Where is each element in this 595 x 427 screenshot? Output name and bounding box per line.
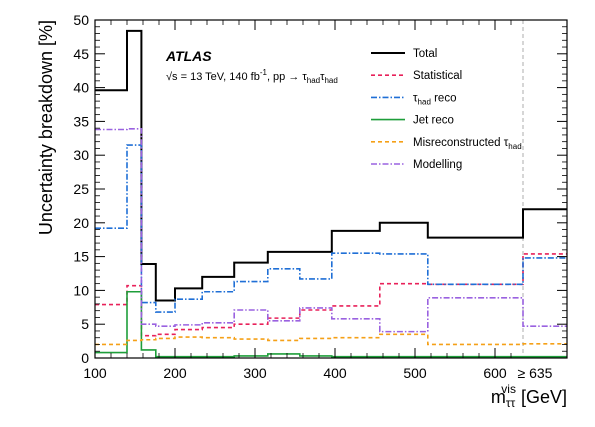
experiment-label: ATLAS (165, 48, 212, 64)
series-line-2 (95, 144, 567, 313)
y-tick-label: 50 (73, 12, 89, 28)
x-tick-label: 500 (403, 365, 427, 381)
x-tick-label: 300 (243, 365, 267, 381)
y-tick-label: 30 (73, 147, 89, 163)
series-line-0 (95, 29, 567, 302)
legend-label-4: Misreconstructed τhad (413, 137, 522, 151)
x-tick-label: 100 (83, 365, 107, 381)
y-tick-label: 0 (81, 350, 89, 366)
x-tick-label: 600 (483, 365, 507, 381)
y-tick-label: 20 (73, 215, 89, 231)
legend-label-0: Total (413, 48, 437, 60)
x-tick-label: 400 (323, 365, 347, 381)
y-tick-label: 45 (73, 46, 89, 62)
x-tick-label: 200 (163, 365, 187, 381)
legend-label-3: Jet reco (413, 115, 454, 127)
legend-label-1: Statistical (413, 70, 462, 82)
y-tick-label: 25 (73, 181, 89, 197)
run-info-label: √s = 13 TeV, 140 fb-1, pp → τhadτhad (166, 68, 338, 85)
x-axis-title: mττvis [GeV] (491, 382, 567, 410)
x-tick-label-overflow: ≥ 635 (518, 365, 553, 381)
y-tick-label: 15 (73, 249, 89, 265)
y-tick-label: 5 (81, 316, 89, 332)
legend-label-5: Modelling (413, 159, 462, 171)
series-line-5 (95, 128, 567, 333)
legend-label-2: τhad reco (413, 92, 456, 106)
y-tick-label: 10 (73, 282, 89, 298)
y-tick-label: 35 (73, 113, 89, 129)
y-tick-label: 40 (73, 80, 89, 96)
series-line-3 (95, 290, 567, 358)
series-line-4 (95, 333, 567, 346)
y-axis-title: Uncertainty breakdown [%] (36, 20, 56, 235)
